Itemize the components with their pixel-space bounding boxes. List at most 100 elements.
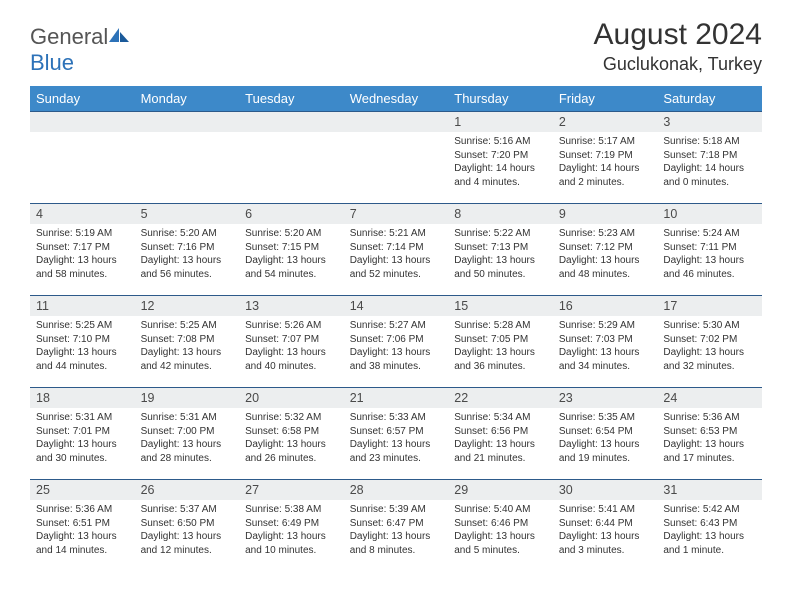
day-content: Sunrise: 5:40 AMSunset: 6:46 PMDaylight:… [448, 500, 553, 561]
calendar-day-cell [30, 112, 135, 204]
weekday-header: Sunday [30, 86, 135, 112]
day-content: Sunrise: 5:36 AMSunset: 6:53 PMDaylight:… [657, 408, 762, 469]
sunrise-line: Sunrise: 5:42 AM [663, 503, 756, 517]
sunset-line: Sunset: 6:47 PM [350, 517, 443, 531]
sunset-line: Sunset: 7:03 PM [559, 333, 652, 347]
daylight-line: Daylight: 13 hours and 38 minutes. [350, 346, 443, 373]
daylight-line: Daylight: 13 hours and 10 minutes. [245, 530, 338, 557]
calendar-day-cell [239, 112, 344, 204]
daylight-line: Daylight: 13 hours and 1 minute. [663, 530, 756, 557]
day-content: Sunrise: 5:24 AMSunset: 7:11 PMDaylight:… [657, 224, 762, 285]
sunrise-line: Sunrise: 5:27 AM [350, 319, 443, 333]
day-number: 2 [553, 112, 658, 132]
sunset-line: Sunset: 6:51 PM [36, 517, 129, 531]
calendar-week-row: 1Sunrise: 5:16 AMSunset: 7:20 PMDaylight… [30, 112, 762, 204]
calendar-day-cell: 19Sunrise: 5:31 AMSunset: 7:00 PMDayligh… [135, 388, 240, 480]
day-number: 7 [344, 204, 449, 224]
calendar-day-cell: 16 Sunrise: 5:29 AMSunset: 7:03 PMDayligh… [553, 296, 658, 388]
calendar-day-cell: 4Sunrise: 5:19 AMSunset: 7:17 PMDaylight… [30, 204, 135, 296]
sunrise-line: Sunrise: 5:16 AM [454, 135, 547, 149]
sunrise-line: Sunrise: 5:33 AM [350, 411, 443, 425]
sunset-line: Sunset: 6:54 PM [559, 425, 652, 439]
daylight-line: Daylight: 13 hours and 17 minutes. [663, 438, 756, 465]
day-number: 1 [448, 112, 553, 132]
weekday-header: Tuesday [239, 86, 344, 112]
daylight-line: Daylight: 13 hours and 48 minutes. [559, 254, 652, 281]
calendar-day-cell: 12Sunrise: 5:25 AMSunset: 7:08 PMDayligh… [135, 296, 240, 388]
day-number: 24 [657, 388, 762, 408]
day-content: Sunrise: 5:26 AMSunset: 7:07 PMDaylight:… [239, 316, 344, 377]
calendar-day-cell: 14 Sunrise: 5:27 AMSunset: 7:06 PMDayligh… [344, 296, 449, 388]
day-number: 4 [30, 204, 135, 224]
daylight-line: Daylight: 13 hours and 12 minutes. [141, 530, 234, 557]
calendar-day-cell: 2Sunrise: 5:17 AMSunset: 7:19 PMDaylight… [553, 112, 658, 204]
calendar-day-cell: 23Sunrise: 5:35 AMSunset: 6:54 PMDayligh… [553, 388, 658, 480]
day-content: Sunrise: 5:34 AMSunset: 6:56 PMDaylight:… [448, 408, 553, 469]
daylight-line: Daylight: 13 hours and 21 minutes. [454, 438, 547, 465]
sunrise-line: Sunrise: 5:19 AM [36, 227, 129, 241]
day-number-empty [30, 112, 135, 132]
calendar-day-cell: 1Sunrise: 5:16 AMSunset: 7:20 PMDaylight… [448, 112, 553, 204]
weekday-header: Thursday [448, 86, 553, 112]
day-number: 11 [30, 296, 135, 316]
sunset-line: Sunset: 7:00 PM [141, 425, 234, 439]
day-content: Sunrise: 5:33 AMSunset: 6:57 PMDaylight:… [344, 408, 449, 469]
logo: GeneralBlue [30, 24, 130, 76]
day-number: 14 [344, 296, 449, 316]
sunset-line: Sunset: 7:06 PM [350, 333, 443, 347]
sunset-line: Sunset: 7:01 PM [36, 425, 129, 439]
calendar-week-row: 4Sunrise: 5:19 AMSunset: 7:17 PMDaylight… [30, 204, 762, 296]
weekday-header: Monday [135, 86, 240, 112]
day-number-empty [344, 112, 449, 132]
day-content: Sunrise: 5:19 AMSunset: 7:17 PMDaylight:… [30, 224, 135, 285]
day-number: 9 [553, 204, 658, 224]
sunset-line: Sunset: 7:08 PM [141, 333, 234, 347]
sunrise-line: Sunrise: 5:29 AM [559, 319, 652, 333]
calendar-day-cell: 17Sunrise: 5:30 AMSunset: 7:02 PMDayligh… [657, 296, 762, 388]
day-number: 8 [448, 204, 553, 224]
daylight-line: Daylight: 13 hours and 36 minutes. [454, 346, 547, 373]
calendar-day-cell: 6Sunrise: 5:20 AMSunset: 7:15 PMDaylight… [239, 204, 344, 296]
daylight-line: Daylight: 13 hours and 46 minutes. [663, 254, 756, 281]
calendar-day-cell: 7Sunrise: 5:21 AMSunset: 7:14 PMDaylight… [344, 204, 449, 296]
day-content: Sunrise: 5:42 AMSunset: 6:43 PMDaylight:… [657, 500, 762, 561]
calendar-week-row: 18Sunrise: 5:31 AMSunset: 7:01 PMDayligh… [30, 388, 762, 480]
sunset-line: Sunset: 7:07 PM [245, 333, 338, 347]
calendar-day-cell: 18Sunrise: 5:31 AMSunset: 7:01 PMDayligh… [30, 388, 135, 480]
weekday-header: Friday [553, 86, 658, 112]
logo-text-general: General [30, 24, 108, 49]
calendar-day-cell: 5Sunrise: 5:20 AMSunset: 7:16 PMDaylight… [135, 204, 240, 296]
day-number: 21 [344, 388, 449, 408]
day-number: 28 [344, 480, 449, 500]
sunset-line: Sunset: 7:19 PM [559, 149, 652, 163]
month-title: August 2024 [594, 18, 762, 52]
sunset-line: Sunset: 6:49 PM [245, 517, 338, 531]
day-content: Sunrise: 5:31 AMSunset: 7:00 PMDaylight:… [135, 408, 240, 469]
day-content: Sunrise: 5:20 AMSunset: 7:16 PMDaylight:… [135, 224, 240, 285]
daylight-line: Daylight: 14 hours and 2 minutes. [559, 162, 652, 189]
day-number: 16 [553, 296, 658, 316]
calendar-body: 1Sunrise: 5:16 AMSunset: 7:20 PMDaylight… [30, 112, 762, 572]
calendar-day-cell: 3Sunrise: 5:18 AMSunset: 7:18 PMDaylight… [657, 112, 762, 204]
sunset-line: Sunset: 7:12 PM [559, 241, 652, 255]
sunset-line: Sunset: 7:10 PM [36, 333, 129, 347]
calendar-day-cell: 31Sunrise: 5:42 AMSunset: 6:43 PMDayligh… [657, 480, 762, 572]
sunset-line: Sunset: 6:46 PM [454, 517, 547, 531]
day-number: 20 [239, 388, 344, 408]
sunrise-line: Sunrise: 5:21 AM [350, 227, 443, 241]
calendar-table: SundayMondayTuesdayWednesdayThursdayFrid… [30, 86, 762, 572]
sunrise-line: Sunrise: 5:25 AM [36, 319, 129, 333]
sunset-line: Sunset: 7:11 PM [663, 241, 756, 255]
day-number: 25 [30, 480, 135, 500]
day-content: Sunrise: 5:39 AMSunset: 6:47 PMDaylight:… [344, 500, 449, 561]
sunrise-line: Sunrise: 5:34 AM [454, 411, 547, 425]
daylight-line: Daylight: 13 hours and 34 minutes. [559, 346, 652, 373]
sunrise-line: Sunrise: 5:40 AM [454, 503, 547, 517]
day-content: Sunrise: 5:20 AMSunset: 7:15 PMDaylight:… [239, 224, 344, 285]
calendar-day-cell: 25Sunrise: 5:36 AMSunset: 6:51 PMDayligh… [30, 480, 135, 572]
day-content: Sunrise: 5:37 AMSunset: 6:50 PMDaylight:… [135, 500, 240, 561]
daylight-line: Daylight: 13 hours and 54 minutes. [245, 254, 338, 281]
sunset-line: Sunset: 7:18 PM [663, 149, 756, 163]
calendar-day-cell: 8Sunrise: 5:22 AMSunset: 7:13 PMDaylight… [448, 204, 553, 296]
calendar-day-cell: 13Sunrise: 5:26 AMSunset: 7:07 PMDayligh… [239, 296, 344, 388]
